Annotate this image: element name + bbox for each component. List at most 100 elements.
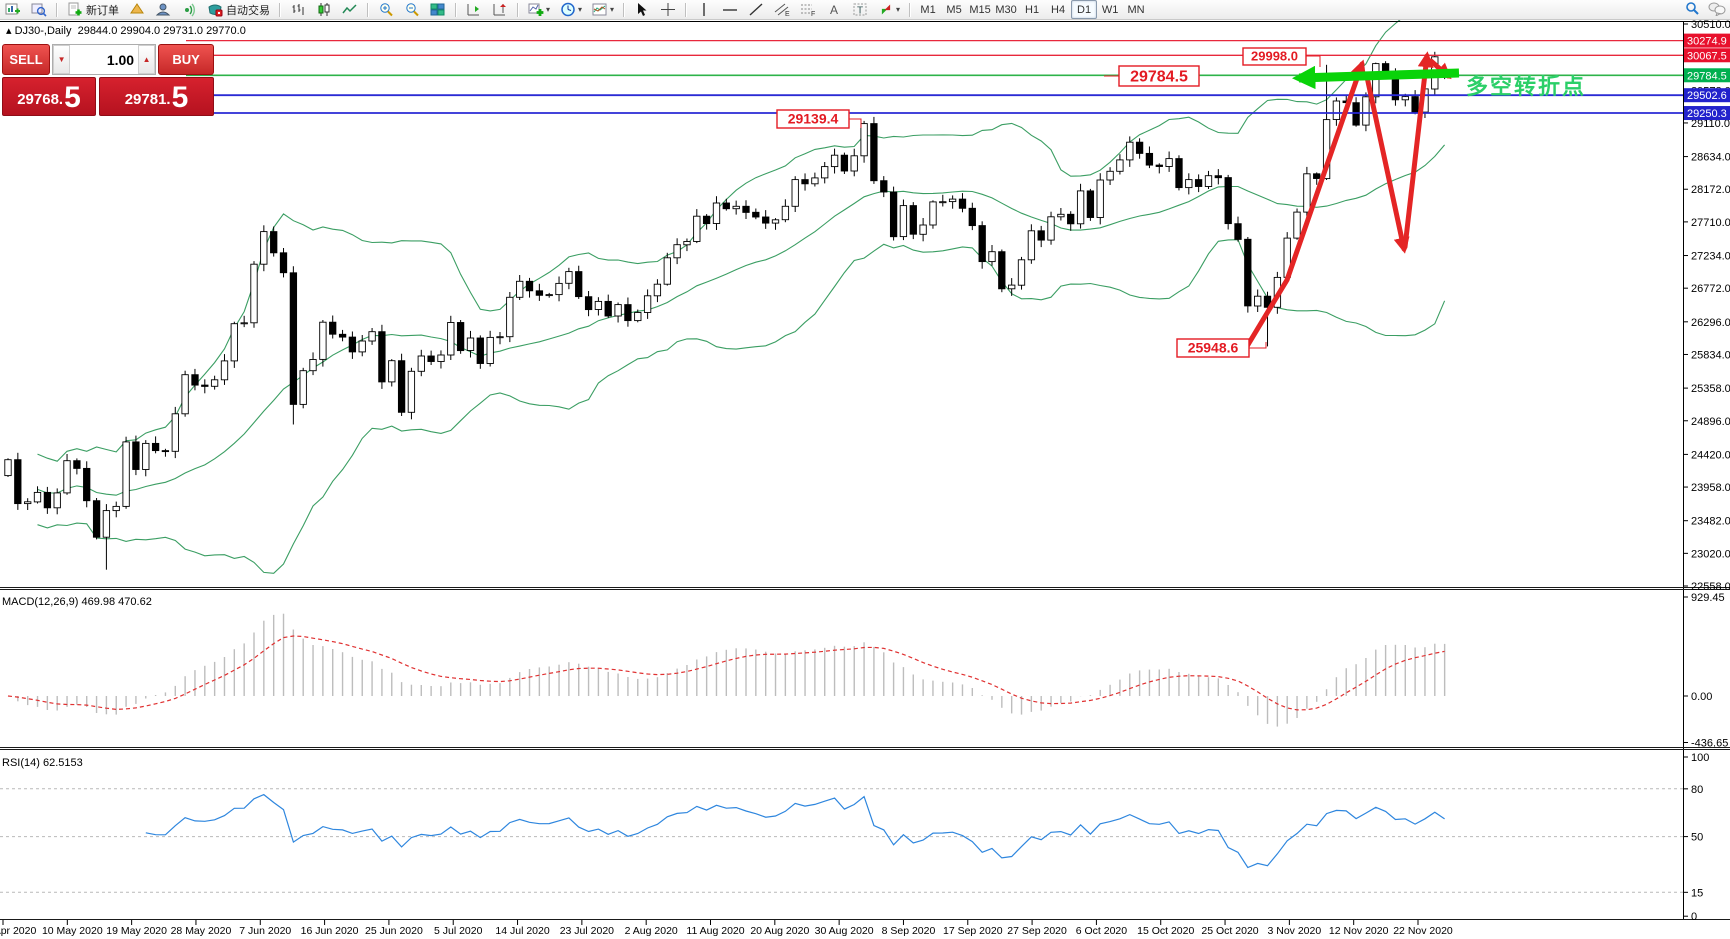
metaeditor-icon xyxy=(129,2,145,17)
svg-text:23958.0: 23958.0 xyxy=(1691,482,1730,494)
svg-text:26296.0: 26296.0 xyxy=(1691,317,1730,329)
crosshair-icon xyxy=(660,2,676,17)
svg-text:16 Jun 2020: 16 Jun 2020 xyxy=(301,925,359,937)
svg-text:20 Aug 2020: 20 Aug 2020 xyxy=(750,925,809,937)
timeframe-m1[interactable]: M1 xyxy=(920,3,936,16)
red-trend-arrow xyxy=(1402,51,1434,250)
svg-text:27234.0: 27234.0 xyxy=(1691,251,1730,263)
svg-text:0.00: 0.00 xyxy=(1691,691,1712,703)
svg-text:22 Nov 2020: 22 Nov 2020 xyxy=(1393,925,1453,937)
svg-text:7 Jun 2020: 7 Jun 2020 xyxy=(239,925,291,937)
zoom-out-icon xyxy=(404,2,420,17)
new-order-label: 新订单 xyxy=(86,4,119,17)
price-axis: 30510.030048.029572.029110.028634.028172… xyxy=(1683,19,1730,593)
price-annotation-label: 29139.4 xyxy=(776,109,862,129)
bar-chart-button[interactable] xyxy=(286,0,310,19)
fibonacci-tool[interactable]: F xyxy=(796,0,820,19)
svg-text:29784.5: 29784.5 xyxy=(1130,69,1188,86)
vertical-line-icon xyxy=(696,2,712,17)
cursor-button[interactable] xyxy=(630,0,654,19)
crosshair-button[interactable] xyxy=(656,0,680,19)
svg-text:T: T xyxy=(857,6,863,17)
svg-text:28172.0: 28172.0 xyxy=(1691,184,1730,196)
tile-windows-button[interactable] xyxy=(426,0,450,19)
timeframe-m5[interactable]: M5 xyxy=(946,3,962,16)
volume-value[interactable]: 1.00 xyxy=(106,51,135,68)
timeframe-m15[interactable]: M15 xyxy=(969,3,991,16)
trendline-tool[interactable] xyxy=(744,0,768,19)
zoom-out-button[interactable] xyxy=(400,0,424,19)
metaeditor-button[interactable] xyxy=(125,0,149,19)
templates-button[interactable]: ▾ xyxy=(588,0,618,19)
community-button[interactable] xyxy=(151,0,175,19)
svg-text:3 Nov 2020: 3 Nov 2020 xyxy=(1268,925,1322,937)
candlestick-chart-icon xyxy=(316,2,332,17)
ohlc-low: 29731.0 xyxy=(163,25,203,37)
main-toolbar: 新订单 自动交易 ▾ ▾ ▾ E F A T ▾ xyxy=(0,0,1730,20)
new-chart-button[interactable] xyxy=(1,0,25,19)
timeframe-w1[interactable]: W1 xyxy=(1101,3,1119,16)
new-order-icon xyxy=(67,2,83,17)
svg-text:17 Sep 2020: 17 Sep 2020 xyxy=(943,925,1003,937)
buy-button[interactable]: BUY xyxy=(158,44,215,75)
fibonacci-icon: F xyxy=(800,2,816,18)
signal-icon xyxy=(181,2,197,17)
equidistant-channel-tool[interactable]: E xyxy=(770,0,794,19)
auto-arrange-button[interactable] xyxy=(462,0,486,19)
sell-price-box[interactable]: 29768. 5 xyxy=(2,77,96,116)
text-label-tool[interactable]: T xyxy=(848,0,872,19)
svg-text:29139.4: 29139.4 xyxy=(788,111,839,127)
line-chart-button[interactable] xyxy=(338,0,362,19)
svg-text:2 Aug 2020: 2 Aug 2020 xyxy=(625,925,678,937)
sell-button[interactable]: SELL xyxy=(2,44,51,75)
svg-text:10 May 2020: 10 May 2020 xyxy=(42,925,103,937)
arrows-tool[interactable]: ▾ xyxy=(874,0,904,19)
ohlc-close: 29770.0 xyxy=(206,25,246,37)
arrows-caret: ▾ xyxy=(896,5,901,14)
autotrading-button[interactable]: 自动交易 xyxy=(203,0,274,19)
volume-decrease-button[interactable]: ▼ xyxy=(53,45,71,74)
rsi-label: RSI(14) 62.5153 xyxy=(2,757,83,769)
indicators-icon xyxy=(528,2,544,17)
new-order-button[interactable]: 新订单 xyxy=(63,0,123,19)
chart-shift-button[interactable] xyxy=(488,0,512,19)
text-tool[interactable]: A xyxy=(822,0,846,19)
timeframe-d1[interactable]: D1 xyxy=(1071,0,1098,19)
ohlc-open: 29844.0 xyxy=(77,25,118,37)
svg-text:29998.0: 29998.0 xyxy=(1251,49,1298,64)
signal-button[interactable] xyxy=(177,0,201,19)
svg-text:929.45: 929.45 xyxy=(1691,592,1725,604)
zoom-in-icon xyxy=(378,2,394,17)
new-chart-icon xyxy=(5,2,21,17)
collapse-marker[interactable]: ▴ xyxy=(6,25,12,37)
indicators-button[interactable]: ▾ xyxy=(524,0,554,19)
tile-windows-icon xyxy=(430,2,446,17)
buy-price-box[interactable]: 29781. 5 xyxy=(99,77,214,116)
chat-icon[interactable] xyxy=(1708,1,1726,18)
bar-chart-icon xyxy=(290,2,306,17)
profiles-button[interactable] xyxy=(27,0,51,19)
svg-text:30510.0: 30510.0 xyxy=(1691,19,1730,31)
buy-price-main: 29781. xyxy=(124,91,171,108)
timeframe-m30[interactable]: M30 xyxy=(995,3,1017,16)
periods-button[interactable]: ▾ xyxy=(556,0,586,19)
price-badge: 29784.5 xyxy=(1684,68,1730,83)
timeframe-h4[interactable]: H4 xyxy=(1051,3,1066,16)
candlestick-chart-button[interactable] xyxy=(312,0,336,19)
svg-text:14 Jul 2020: 14 Jul 2020 xyxy=(495,925,549,937)
vertical-line-tool[interactable] xyxy=(692,0,716,19)
text-icon: A xyxy=(826,2,842,17)
timeframe-mn[interactable]: MN xyxy=(1127,3,1145,16)
zoom-in-button[interactable] xyxy=(374,0,398,19)
cursor-icon xyxy=(634,2,650,17)
horizontal-line-tool[interactable] xyxy=(718,0,742,19)
volume-increase-button[interactable]: ▲ xyxy=(138,45,156,74)
svg-text:30 Aug 2020: 30 Aug 2020 xyxy=(815,925,874,937)
search-icon[interactable] xyxy=(1684,1,1700,16)
timeframe-h1[interactable]: H1 xyxy=(1025,3,1040,16)
svg-text:22558.0: 22558.0 xyxy=(1691,581,1730,593)
svg-text:23 Jul 2020: 23 Jul 2020 xyxy=(560,925,614,937)
rsi-pane: 100 80 50 15 0 RSI(14) 62.5153 xyxy=(0,752,1709,923)
